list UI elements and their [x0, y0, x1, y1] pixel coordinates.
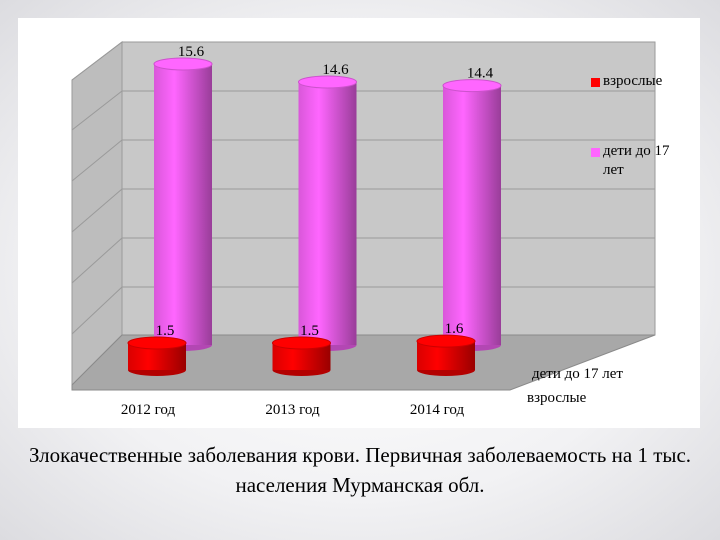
- data-label: 1.6: [445, 321, 464, 337]
- data-label: 1.5: [300, 323, 319, 339]
- legend-item: дети до 17 лет: [603, 143, 670, 178]
- bar-top: [442, 79, 502, 93]
- depth-label: дети до 17 лет: [532, 366, 623, 382]
- x-tick-label: 2012 год: [121, 402, 176, 418]
- bar-top: [416, 334, 476, 348]
- data-label: 1.5: [156, 323, 175, 339]
- bar-top: [153, 57, 213, 71]
- legend-label: дети до 17 лет: [603, 143, 670, 178]
- depth-label: взрослые: [527, 390, 587, 406]
- legend-label: взрослые: [603, 73, 663, 89]
- chart-title: Злокачественные заболевания крови. Перви…: [28, 443, 692, 497]
- bar-top: [298, 75, 357, 89]
- bar: [298, 82, 357, 345]
- data-label: 14.6: [322, 62, 349, 78]
- data-label: 15.6: [178, 44, 205, 60]
- bar: [443, 85, 501, 345]
- side-wall: [71, 40, 123, 387]
- bar: [154, 64, 212, 345]
- data-label: 14.4: [467, 66, 494, 82]
- legend-swatch: [591, 78, 600, 87]
- legend-item: взрослые: [603, 73, 663, 89]
- legend-swatch: [591, 148, 600, 157]
- x-tick-label: 2013 год: [265, 402, 320, 418]
- x-tick-label: 2014 год: [410, 402, 465, 418]
- floor: [71, 334, 656, 391]
- bar-top: [272, 336, 331, 350]
- bar-top: [127, 336, 187, 350]
